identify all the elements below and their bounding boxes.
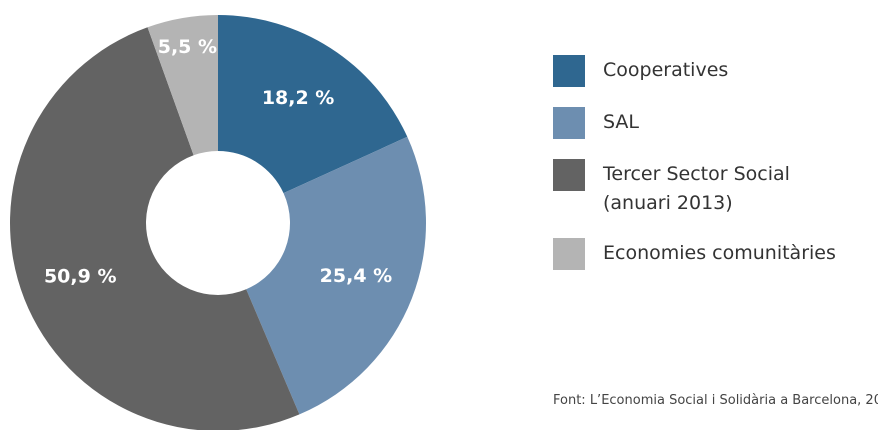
legend-item: Cooperatives [553, 55, 843, 87]
legend-swatch [553, 238, 585, 270]
legend-item: Economies comunitàries [553, 238, 843, 270]
donut-slice [246, 136, 427, 415]
slice-label: 18,2 % [262, 87, 335, 109]
source-note: Font: L’Economia Social i Solidària a Ba… [553, 393, 878, 408]
donut-slice [218, 15, 408, 194]
donut-slice [147, 15, 218, 156]
legend-swatch [553, 55, 585, 87]
legend-swatch [553, 107, 585, 139]
slice-label: 5,5 % [158, 36, 217, 58]
legend: Cooperatives SAL Tercer Sector Social (anu… [553, 55, 843, 270]
slice-label: 50,9 % [44, 266, 117, 288]
legend-label: Economies comunitàries [603, 242, 836, 264]
slice-label: 25,4 % [320, 265, 393, 287]
legend-label: Cooperatives [603, 59, 729, 81]
donut-slice [10, 27, 300, 430]
legend-label: Tercer Sector Social (anuari 2013) [603, 163, 790, 214]
legend-item: Tercer Sector Social (anuari 2013) [553, 159, 843, 218]
legend-swatch [553, 159, 585, 191]
legend-label: SAL [603, 111, 639, 133]
legend-item: SAL [553, 107, 843, 139]
